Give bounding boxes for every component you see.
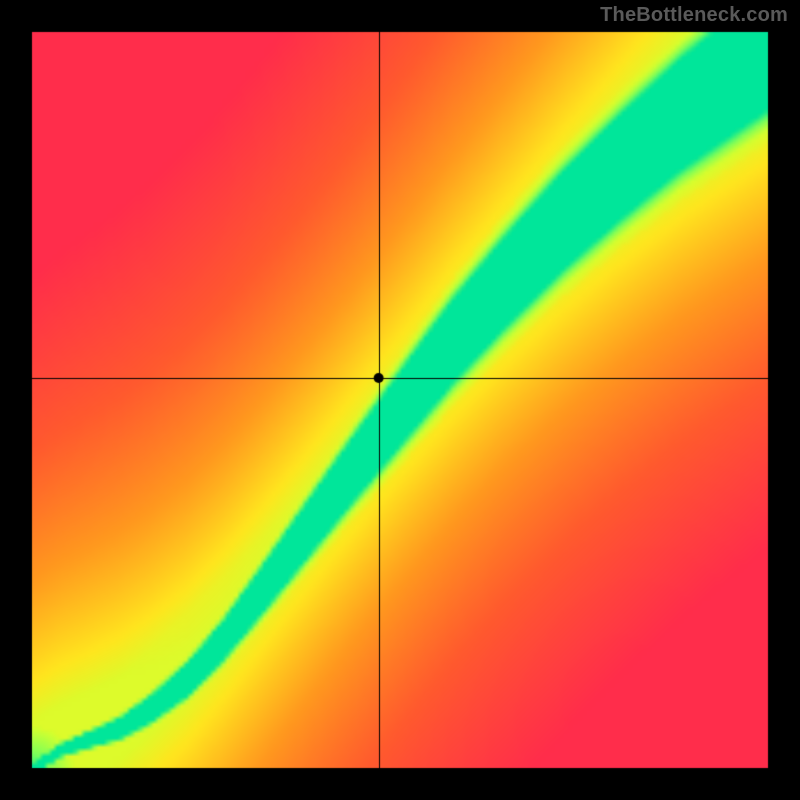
watermark-text: TheBottleneck.com <box>600 4 788 27</box>
chart-stage: { "meta": { "watermark": "TheBottleneck.… <box>0 0 800 800</box>
heatmap-canvas <box>0 0 800 800</box>
